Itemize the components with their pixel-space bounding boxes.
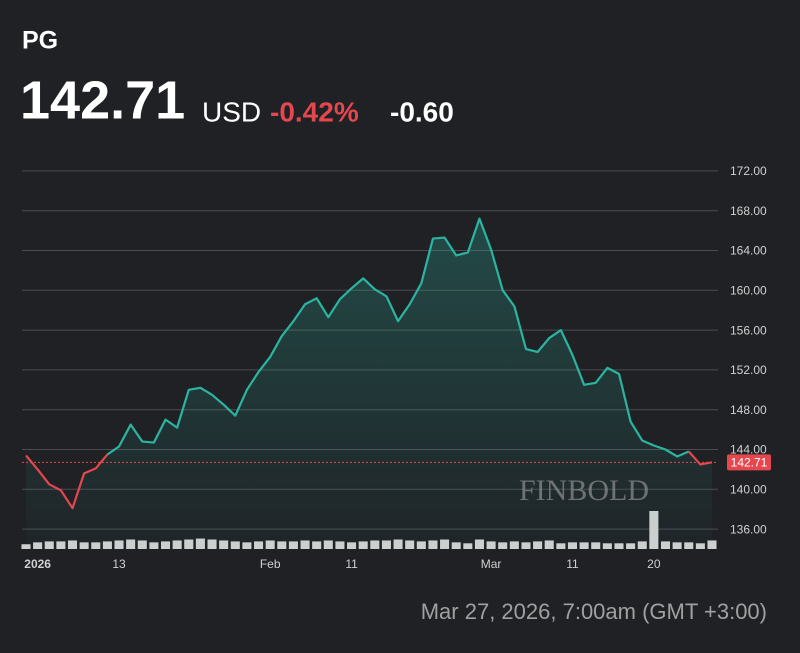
- price-tag: [727, 454, 771, 471]
- area: [26, 218, 712, 549]
- price-tag-label: 142.71: [731, 456, 768, 470]
- y-tick-label: 156.00: [730, 323, 767, 337]
- y-tick-label: 168.00: [730, 204, 767, 218]
- x-tick-label: 11: [345, 557, 358, 571]
- change: -0.60: [390, 96, 454, 127]
- y-tick-label: 144.00: [730, 443, 767, 457]
- x-tick-label: 13: [112, 557, 126, 571]
- timestamp: Mar 27, 2026, 7:00am (GMT +3:00): [421, 599, 767, 624]
- y-tick-label: 172.00: [730, 164, 767, 178]
- y-tick-label: 140.00: [730, 482, 767, 496]
- y-tick-label: 136.00: [730, 522, 767, 536]
- currency: USD: [202, 96, 261, 127]
- y-tick-label: 152.00: [730, 363, 767, 377]
- x-tick-label: 11: [566, 557, 579, 571]
- change-percent: -0.42%: [270, 96, 359, 127]
- y-tick-label: 160.00: [730, 283, 767, 297]
- price-line: [106, 217, 690, 458]
- price: 142.71: [20, 70, 185, 130]
- y-tick-label: 164.00: [730, 244, 767, 258]
- x-tick-label: Mar: [481, 557, 502, 571]
- x-tick-label: 20: [647, 557, 661, 571]
- ticker: PG: [22, 27, 58, 55]
- y-tick-label: 148.00: [730, 403, 767, 417]
- x-tick-label: 2026: [24, 557, 51, 571]
- price-line: [25, 453, 109, 510]
- x-tick-label: Feb: [260, 557, 281, 571]
- watermark: FINBOLD: [519, 474, 649, 507]
- price-line: [687, 450, 713, 466]
